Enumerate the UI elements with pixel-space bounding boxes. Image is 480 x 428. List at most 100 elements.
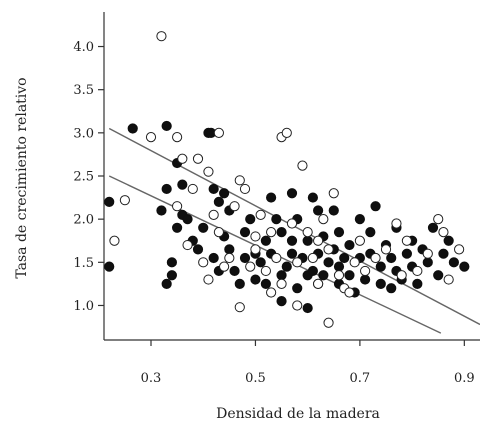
data-point-filled [192, 244, 204, 255]
data-point-open [354, 235, 365, 246]
x-axis-label: Densidad de la madera [216, 406, 380, 422]
data-point-filled [339, 252, 350, 264]
data-point-filled [459, 261, 470, 272]
data-point-filled [156, 205, 167, 216]
data-point-open [255, 209, 266, 220]
data-point-filled [443, 235, 454, 246]
data-point-open [370, 252, 381, 264]
data-point-filled [370, 201, 381, 212]
data-point-filled [213, 196, 224, 207]
data-point-open [109, 235, 120, 246]
data-point-open [208, 209, 219, 220]
data-point-open [172, 201, 183, 212]
data-point-open [401, 235, 412, 246]
data-point-open [187, 183, 198, 195]
data-point-filled [239, 227, 251, 238]
data-point-open [318, 214, 329, 225]
data-point-filled [433, 270, 444, 281]
data-point-open [260, 265, 271, 277]
data-point-filled [260, 235, 271, 246]
y-tick-label: 1.5 [73, 256, 94, 271]
data-point-open [433, 214, 444, 225]
data-point-filled [302, 235, 313, 246]
data-point-filled [260, 278, 271, 289]
data-point-filled [182, 214, 193, 225]
data-point-open [250, 244, 261, 255]
data-point-filled [172, 222, 183, 233]
y-axis-label: Tasa de crecimiento relativo [14, 77, 30, 278]
data-point-open [224, 252, 235, 264]
data-point-filled [104, 196, 115, 207]
data-point-open [292, 257, 303, 268]
data-point-open [266, 287, 277, 298]
data-point-filled [386, 283, 397, 294]
data-point-filled [276, 227, 287, 238]
data-point-filled [307, 192, 318, 203]
data-point-filled [422, 257, 433, 268]
data-point-filled [276, 270, 287, 281]
data-point-open [281, 127, 292, 138]
data-point-open [172, 132, 183, 143]
data-point-filled [239, 252, 251, 264]
data-point-filled [127, 123, 138, 134]
data-point-open [454, 244, 465, 255]
y-tick-label: 2.5 [73, 170, 94, 185]
data-point-open [443, 274, 454, 285]
data-point-open [313, 278, 324, 289]
data-point-filled [438, 248, 449, 259]
data-point-open [360, 265, 371, 277]
data-point-filled [365, 227, 376, 238]
data-point-filled [344, 239, 355, 251]
y-tick-label: 4.0 [73, 40, 94, 55]
data-point-filled [266, 192, 277, 203]
data-point-filled [344, 270, 355, 281]
data-point-open [302, 227, 313, 238]
data-point-open [182, 239, 193, 251]
data-point-open [219, 261, 230, 272]
y-tick-label: 3.5 [73, 83, 94, 98]
data-point-filled [286, 248, 298, 259]
y-tick-label: 1.0 [73, 299, 94, 314]
data-point-filled [276, 296, 287, 307]
data-point-filled [323, 257, 334, 268]
data-point-filled [375, 278, 386, 289]
data-point-open [198, 257, 209, 268]
data-point-open [412, 265, 423, 277]
data-point-filled [224, 244, 235, 255]
data-point-filled [161, 120, 172, 132]
data-point-filled [250, 274, 261, 285]
data-point-filled [245, 214, 256, 225]
y-tick-label: 2.0 [73, 213, 94, 228]
data-point-filled [281, 261, 292, 272]
data-point-filled [161, 183, 172, 195]
data-point-open [203, 274, 214, 285]
x-tick-label: 0.5 [245, 371, 266, 386]
data-point-open [349, 257, 360, 268]
data-point-filled [166, 270, 177, 281]
data-point-open [271, 252, 282, 264]
data-point-filled [448, 257, 459, 268]
data-point-open [239, 183, 251, 195]
data-point-open [286, 218, 298, 229]
data-point-open [119, 195, 130, 206]
data-point-open [297, 160, 308, 171]
data-point-filled [208, 252, 219, 264]
data-point-filled [313, 205, 324, 216]
data-point-open [328, 188, 339, 199]
data-point-filled [255, 257, 266, 268]
data-point-open [422, 248, 433, 259]
data-point-open [313, 235, 324, 246]
data-point-filled [198, 222, 209, 233]
data-point-open [245, 261, 256, 272]
data-point-open [234, 175, 245, 186]
data-point-open [323, 244, 334, 255]
data-point-filled [234, 278, 245, 289]
data-point-filled [386, 252, 397, 264]
data-point-open [344, 287, 355, 298]
data-point-open [380, 244, 392, 255]
data-point-open [203, 166, 214, 177]
axes [98, 12, 480, 346]
data-point-filled [412, 278, 423, 289]
